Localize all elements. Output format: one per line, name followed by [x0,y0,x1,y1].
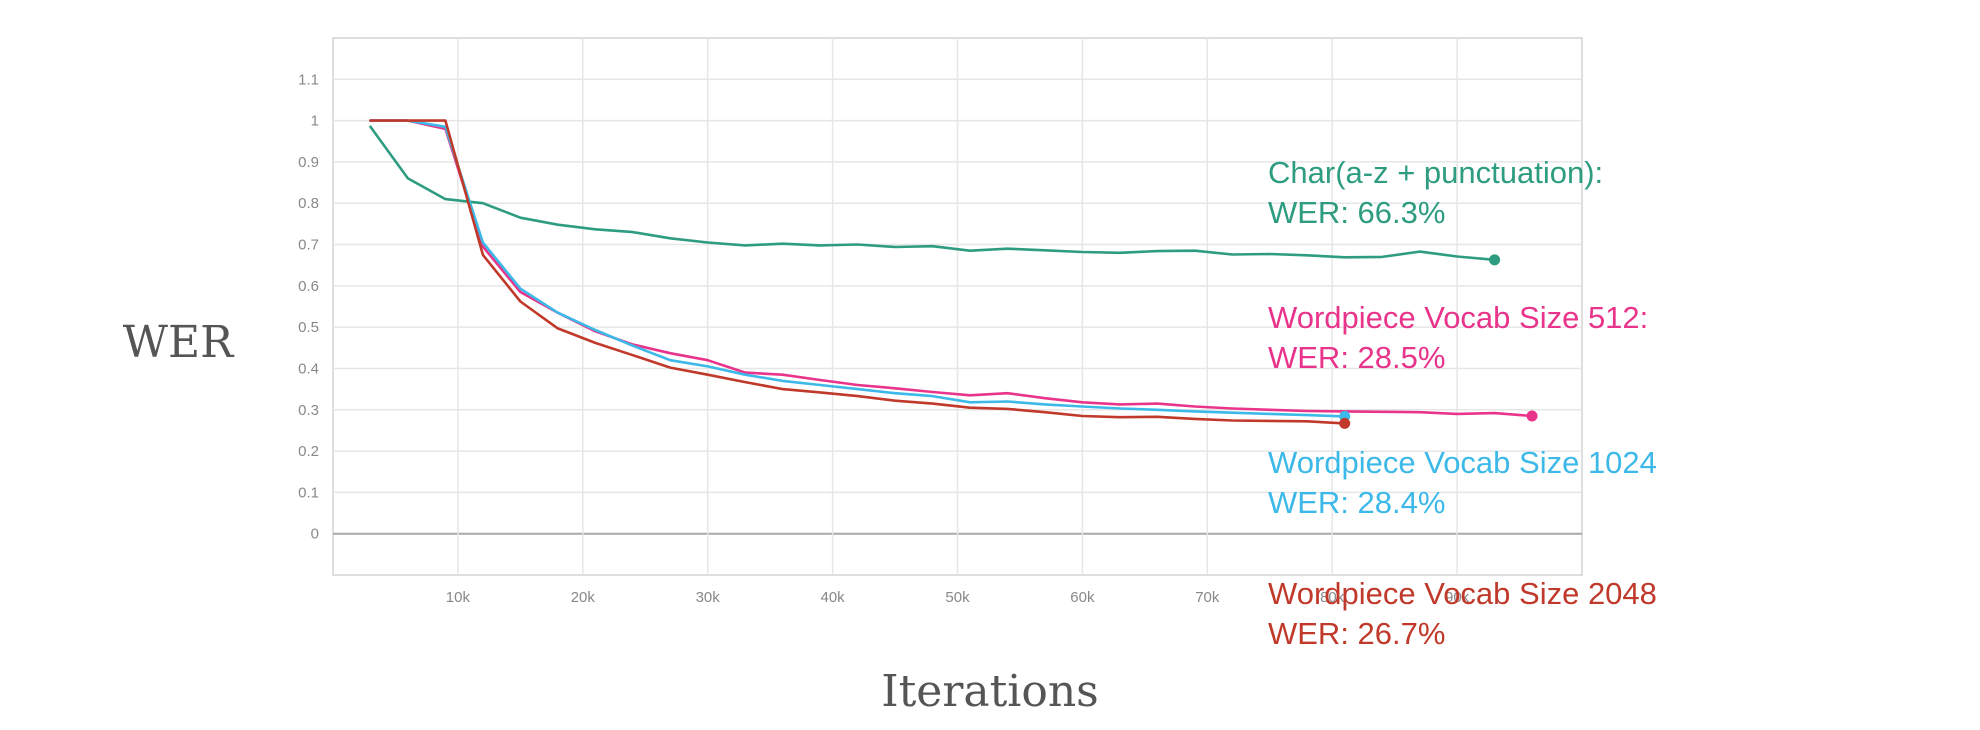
series-annotation-3-line-1: WER: 26.7% [1268,616,1445,651]
series-annotation-3-line-0: Wordpiece Vocab Size 2048 [1268,576,1657,611]
y-tick-label: 0.5 [298,319,319,336]
x-tick-label: 60k [1070,589,1095,606]
series-end-point-3 [1339,417,1351,429]
x-tick-label: 90k [1445,589,1470,606]
x-tick-label: 80k [1320,589,1345,606]
series-end-point-1 [1526,410,1538,422]
y-tick-label: 0.2 [298,443,319,460]
series-layer [369,119,1538,429]
x-axis-label: Iterations [881,666,1099,717]
x-tick-label: 40k [821,589,846,606]
y-tick-label: 1 [311,113,319,130]
y-axis-label: WER [123,317,235,368]
x-tick-label: 30k [696,589,721,606]
series-annotation-1-line-0: Wordpiece Vocab Size 512: [1268,300,1648,335]
x-tick-label: 20k [571,589,596,606]
y-tick-label: 0.7 [298,237,319,254]
y-tick-label: 0.1 [298,484,319,501]
y-tick-label: 0.8 [298,195,319,212]
y-tick-label: 1.1 [298,71,319,88]
y-tick-label: 0.3 [298,402,319,419]
y-tick-label: 0.9 [298,154,319,171]
series-annotation-2-line-0: Wordpiece Vocab Size 1024 [1268,445,1657,480]
series-annotation-1-line-1: WER: 28.5% [1268,340,1445,375]
grid-layer [332,37,1583,576]
y-tick-label: 0 [311,526,319,543]
series-line-3 [369,119,1346,425]
series-end-point-0 [1489,254,1501,266]
x-tick-label: 70k [1195,589,1220,606]
y-tick-label: 0.6 [298,278,319,295]
series-annotation-2-line-1: WER: 28.4% [1268,485,1445,520]
tick-layer: 0 0.1 0.2 0.3 0.4 0.5 0.6 0.7 0.8 0.9 1 1.1 10k 20k 30… [298,71,1470,606]
series-annotation-0-line-1: WER: 66.3% [1268,195,1445,230]
series-annotation-0-line-0: Char(a-z + punctuation): [1268,155,1603,190]
x-tick-label: 10k [446,589,471,606]
series-line-0 [369,125,1496,262]
annotation-layer: Char(a-z + punctuation): WER: 66.3% Wordpi… [1268,155,1657,651]
y-tick-label: 0.4 [298,360,319,377]
series-line-2 [369,119,1346,418]
x-tick-label: 50k [945,589,970,606]
